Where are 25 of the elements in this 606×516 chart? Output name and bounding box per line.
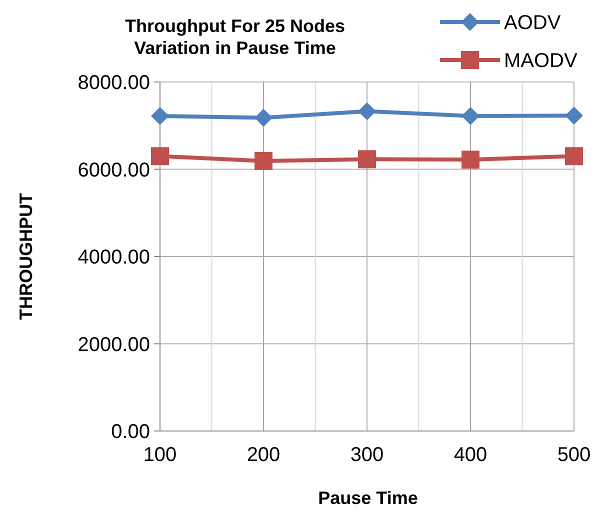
x-axis-title: Pause Time — [318, 488, 418, 508]
point — [254, 152, 272, 170]
point — [462, 150, 480, 169]
y-tick-label: 4000.00 — [78, 246, 150, 268]
point — [151, 107, 169, 126]
point — [151, 147, 169, 166]
y-tick-label: 8000.00 — [78, 72, 150, 94]
chart-title: Throughput For 25 Nodes Variation in Pause Time — [125, 16, 345, 58]
point — [254, 108, 272, 127]
x-tick-label: 400 — [454, 444, 488, 466]
x-tick-label: 100 — [143, 444, 177, 466]
point — [358, 102, 376, 120]
y-tick-label: 6000.00 — [78, 159, 150, 182]
point — [462, 107, 480, 126]
point — [358, 150, 376, 168]
y-axis-title: THROUGHPUT — [16, 193, 36, 320]
legend-label: AODV — [504, 12, 562, 34]
x-tick-label: 500 — [557, 444, 591, 466]
x-tick-label: 200 — [246, 444, 280, 466]
point — [565, 147, 583, 166]
y-tick-label: 2000.00 — [78, 334, 150, 356]
y-tick-label: 0.00 — [111, 421, 150, 443]
legend-label: MAODV — [504, 50, 578, 72]
x-tick-label: 300 — [350, 444, 384, 466]
point — [565, 106, 583, 125]
